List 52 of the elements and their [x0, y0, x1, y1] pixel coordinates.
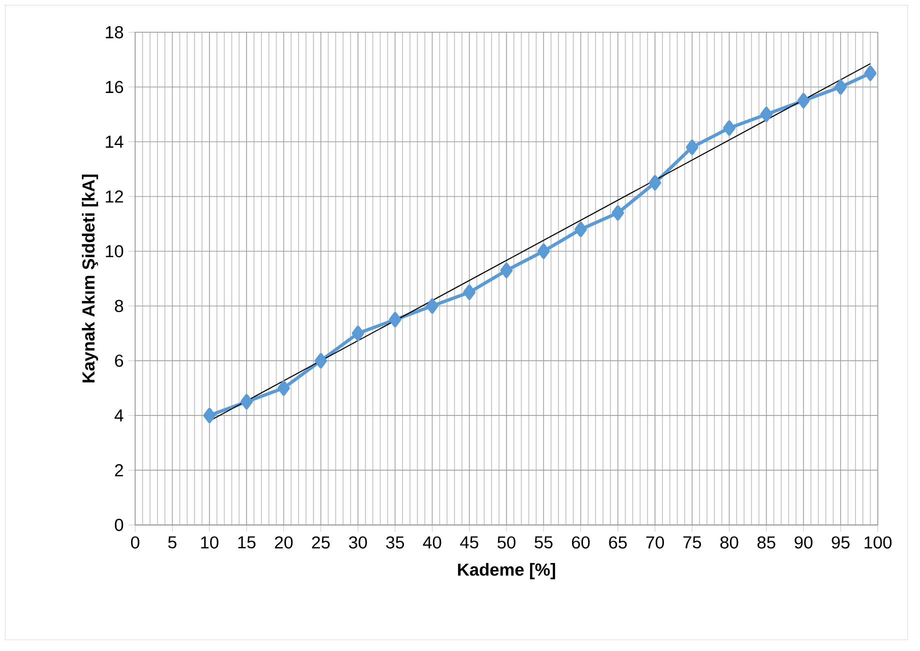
y-tick-label: 12	[106, 190, 123, 202]
x-tick-label: 100	[864, 536, 892, 549]
y-tick-label: 0	[114, 518, 124, 532]
point	[278, 380, 290, 396]
x-tick-label: 45	[460, 536, 478, 548]
point	[203, 408, 216, 424]
point	[612, 205, 624, 220]
y-tick-label: 14	[106, 136, 124, 148]
y-tick-label: 6	[115, 354, 124, 367]
point	[463, 284, 476, 300]
x-tick-label: 65	[609, 536, 627, 549]
point	[648, 175, 662, 190]
x-tick-label: 50	[498, 536, 516, 549]
x-tick-label: 85	[757, 536, 776, 549]
y-tick-label: 18	[106, 26, 124, 38]
point	[797, 92, 810, 108]
x-tick-label: 25	[312, 536, 330, 549]
x-tick-label: 10	[201, 536, 218, 549]
point	[388, 312, 402, 328]
x-tick-label: 90	[794, 536, 812, 549]
y-tick-label: 4	[114, 409, 124, 422]
point	[426, 298, 438, 314]
point	[686, 139, 698, 155]
y-tick-label: 8	[114, 300, 124, 312]
x-tick-label: 30	[349, 536, 367, 549]
x-tick-label: 60	[572, 536, 590, 549]
point	[240, 394, 253, 410]
x-tick-label: 15	[238, 536, 256, 548]
y-tick-label: 16	[106, 80, 124, 94]
point	[314, 352, 327, 368]
point	[500, 262, 513, 278]
x-tick-label: 55	[534, 536, 553, 548]
x-tick-label: 20	[274, 536, 293, 549]
x-tick-label: 95	[832, 536, 850, 549]
y-axis-title: Kaynak Akım Şiddeti [kA]	[82, 174, 98, 382]
x-axis-title: Kademe [%]	[458, 562, 556, 580]
point	[834, 79, 847, 95]
x-tick-label: 70	[646, 536, 664, 549]
x-tick-label: 40	[422, 536, 442, 549]
x-tick-label: 35	[386, 536, 404, 549]
x-tick-label: 0	[131, 536, 140, 549]
x-tick-label: 5	[168, 536, 176, 548]
x-tick-label: 75	[683, 536, 702, 548]
point	[537, 243, 550, 259]
point	[760, 106, 773, 122]
y-tick-label: 2	[115, 464, 123, 476]
point	[723, 120, 736, 136]
y-tick-label: 10	[106, 245, 124, 258]
point	[864, 66, 876, 81]
point	[352, 326, 364, 341]
point	[574, 222, 587, 237]
x-tick-label: 80	[720, 536, 738, 549]
